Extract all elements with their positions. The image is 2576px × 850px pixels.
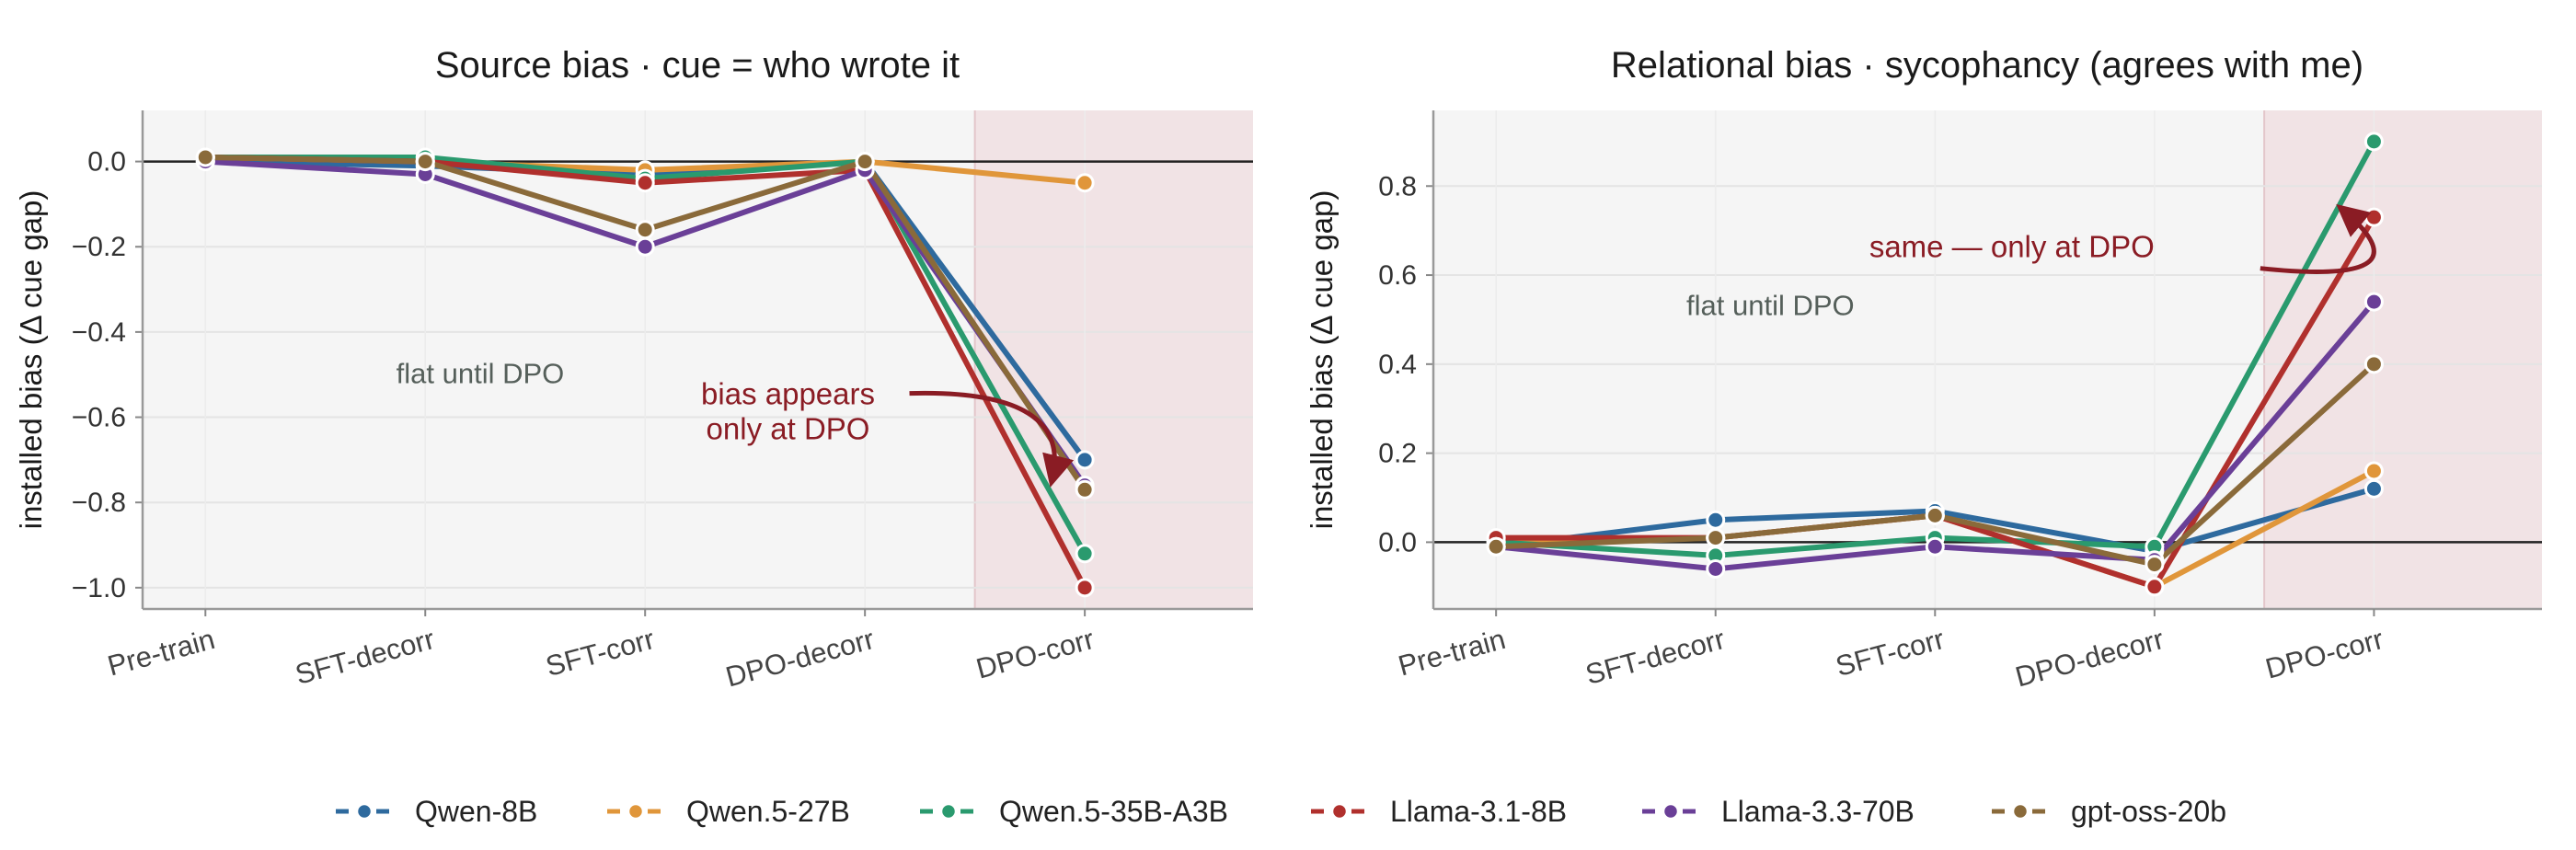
y-tick-label: −0.8 — [72, 488, 126, 518]
data-point-gpt-oss-20b — [415, 152, 435, 172]
annotation-red-text: same — only at DPO — [1869, 230, 2155, 264]
x-tick-label: Pre-train — [1395, 623, 1509, 683]
y-tick-label: 0.4 — [1378, 350, 1417, 380]
legend-label: Llama-3.3-70B — [1721, 795, 1915, 828]
x-tick-label: DPO-corr — [2262, 623, 2386, 685]
data-point-llama-3-3-70b — [2363, 292, 2384, 312]
x-tick-label: Pre-train — [104, 623, 218, 683]
data-point-gpt-oss-20b — [1075, 479, 1095, 500]
data-point-qwen-5-35b-a3b — [1075, 544, 1095, 564]
legend-marker — [1662, 802, 1680, 821]
legend-item-gpt-oss-20b: gpt-oss-20b — [1992, 795, 2226, 828]
data-point-llama-3-3-70b — [1706, 558, 1726, 579]
legend-marker — [939, 802, 958, 821]
data-point-qwen-5-27b — [1075, 173, 1095, 193]
legend-marker — [1330, 802, 1349, 821]
panel-title: Relational bias · sycophancy (agrees wit… — [1611, 45, 2363, 86]
data-point-gpt-oss-20b — [195, 147, 215, 167]
annotation-arrow — [2260, 203, 2376, 274]
data-point-gpt-oss-20b — [1706, 528, 1726, 548]
annotation-flat-until-dpo: flat until DPO — [397, 357, 565, 389]
data-point-llama-3-3-70b — [635, 236, 655, 257]
x-tick-label: DPO-corr — [972, 623, 1097, 685]
y-tick-label: 0.2 — [1378, 439, 1417, 469]
y-tick-label: 0.8 — [1378, 171, 1417, 201]
highlight-band — [2264, 110, 2542, 609]
legend-label: Qwen.5-35B-A3B — [999, 795, 1228, 828]
data-point-qwen-8b — [1075, 450, 1095, 470]
y-tick-label: 0.6 — [1378, 260, 1417, 291]
x-tick-label: SFT-decorr — [1582, 623, 1729, 691]
legend-marker — [2011, 802, 2030, 821]
legend-marker — [627, 802, 645, 821]
data-point-qwen-5-27b — [2363, 461, 2384, 481]
legend-item-qwen-5-27b: Qwen.5-27B — [607, 795, 850, 828]
data-point-llama-3-1-8b — [1075, 578, 1095, 598]
data-point-gpt-oss-20b — [2363, 354, 2384, 374]
annotation-red-text: bias appears — [701, 377, 875, 411]
highlight-band — [974, 110, 1253, 609]
data-point-gpt-oss-20b — [635, 220, 655, 240]
chart-panel-1: 0.0 −0.2 −0.4 −0.6 −0.8 −1.0 Pre-train SFT-deco… — [14, 45, 1253, 694]
data-point-gpt-oss-20b — [2145, 555, 2165, 575]
legend-label: Qwen.5-27B — [686, 795, 850, 828]
legend-item-llama-3-3-70b: Llama-3.3-70B — [1642, 795, 1915, 828]
x-tick-label: DPO-decorr — [722, 623, 878, 694]
y-axis-label: installed bias (Δ cue gap) — [14, 190, 48, 530]
y-tick-label: −0.6 — [72, 403, 126, 433]
y-tick-label: 0.0 — [1378, 527, 1417, 557]
data-point-gpt-oss-20b — [1925, 505, 1945, 525]
data-point-llama-3-3-70b — [1925, 536, 1945, 557]
legend-marker — [355, 802, 374, 821]
data-point-llama-3-1-8b — [2363, 207, 2384, 227]
annotation-arrow — [909, 390, 1075, 488]
x-tick-label: SFT-corr — [542, 623, 658, 683]
data-point-gpt-oss-20b — [1486, 536, 1506, 557]
y-axis-label: installed bias (Δ cue gap) — [1305, 190, 1339, 530]
data-point-qwen-8b — [1706, 510, 1726, 530]
x-tick-label: SFT-corr — [1833, 623, 1949, 683]
x-tick-label: SFT-decorr — [292, 623, 438, 691]
data-point-llama-3-1-8b — [2145, 577, 2165, 597]
legend-label: Llama-3.1-8B — [1390, 795, 1567, 828]
panel-title: Source bias · cue = who wrote it — [435, 45, 960, 86]
data-point-gpt-oss-20b — [855, 152, 875, 172]
legend-item-llama-3-1-8b: Llama-3.1-8B — [1311, 795, 1567, 828]
legend-label: Qwen-8B — [415, 795, 537, 828]
y-tick-label: −0.4 — [72, 317, 126, 348]
data-point-llama-3-1-8b — [635, 173, 655, 193]
annotation-flat-until-dpo: flat until DPO — [1686, 290, 1855, 322]
x-tick-label: DPO-decorr — [2012, 623, 2168, 694]
data-point-qwen-5-35b-a3b — [2363, 132, 2384, 152]
y-tick-label: 0.0 — [87, 147, 126, 178]
legend-label: gpt-oss-20b — [2071, 795, 2226, 828]
legend-item-qwen-5-35b-a3b: Qwen.5-35B-A3B — [920, 795, 1228, 828]
chart-panel-2: 0.0 0.2 0.4 0.6 0.8 Pre-train SFT-decorr SFT-co… — [1305, 45, 2542, 694]
annotation-red-text: only at DPO — [707, 412, 870, 446]
y-tick-label: −1.0 — [72, 573, 126, 603]
legend: Qwen-8B Qwen.5-27B Qwen.5-35B-A3B Llama-3.1… — [336, 795, 2226, 828]
y-tick-label: −0.2 — [72, 232, 126, 262]
data-point-qwen-8b — [2363, 478, 2384, 499]
legend-item-qwen-8b: Qwen-8B — [336, 795, 537, 828]
